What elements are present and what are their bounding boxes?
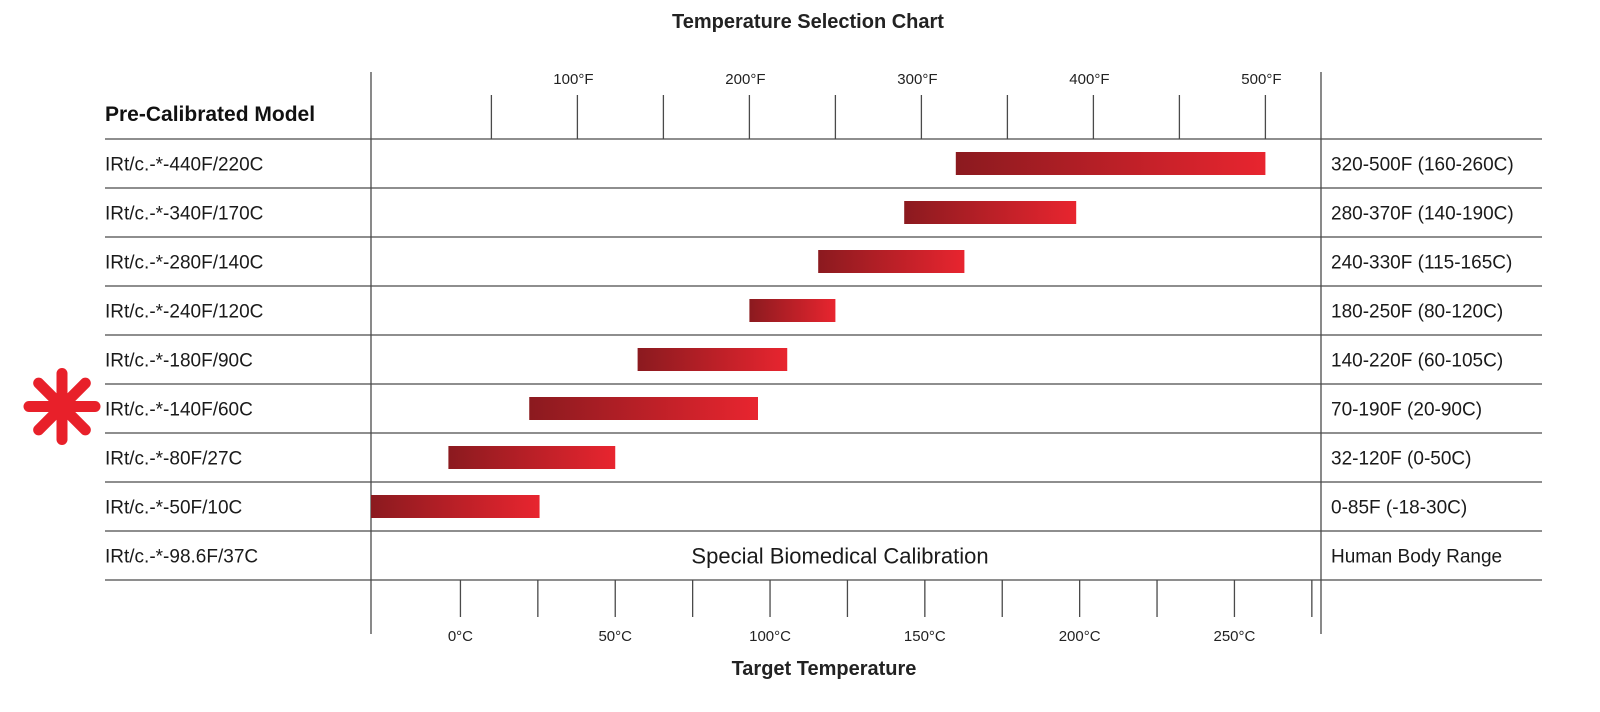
celsius-tick-label: 50°C [598, 628, 632, 645]
row-model-label: IRt/c.-*-180F/90C [105, 351, 253, 372]
range-bar [448, 446, 616, 469]
row-range-label: 240-330F (115-165C) [1331, 253, 1512, 274]
row-range-label: 140-220F (60-105C) [1331, 351, 1503, 372]
range-bar [529, 397, 758, 420]
table-row: IRt/c.-*-440F/220C 320-500F (160-260C) [105, 152, 1542, 189]
row-range-label: 180-250F (80-120C) [1331, 302, 1503, 323]
row-range-label: 70-190F (20-90C) [1331, 400, 1482, 421]
range-bar [955, 152, 1266, 175]
celsius-tick-label: 100°C [749, 628, 791, 645]
asterisk-stroke [33, 377, 91, 436]
row-model-label: IRt/c.-*-50F/10C [105, 498, 242, 519]
fahrenheit-axis: 100°F 200°F 300°F 400°F 500°F [105, 71, 1542, 140]
table-row: IRt/c.-*-340F/170C 280-370F (140-190C) [105, 201, 1542, 238]
x-axis-label: Target Temperature [732, 658, 917, 680]
table-row: IRt/c.-*-140F/60C 70-190F (20-90C) [105, 397, 1542, 434]
table-row: IRt/c.-*-80F/27C 32-120F (0-50C) [105, 446, 1542, 483]
fahrenheit-tick-label: 300°F [897, 71, 937, 88]
fahrenheit-tick-label: 500°F [1241, 71, 1281, 88]
model-rows: IRt/c.-*-440F/220C 320-500F (160-260C)IRt… [105, 152, 1542, 581]
highlight-asterisk-icon [23, 368, 101, 445]
fahrenheit-tick-label: 400°F [1069, 71, 1109, 88]
chart-title: Temperature Selection Chart [672, 11, 944, 33]
table-row: IRt/c.-*-180F/90C 140-220F (60-105C) [105, 348, 1542, 385]
fahrenheit-tick-label: 200°F [725, 71, 765, 88]
table-row: IRt/c.-*-280F/140C 240-330F (115-165C) [105, 250, 1542, 287]
table-row: IRt/c.-*-50F/10C 0-85F (-18-30C) [105, 495, 1542, 532]
range-bar [371, 495, 540, 518]
row-model-label: IRt/c.-*-240F/120C [105, 302, 263, 323]
range-bar [818, 250, 965, 273]
fahrenheit-tick-label: 100°F [553, 71, 593, 88]
row-model-label: IRt/c.-*-280F/140C [105, 253, 263, 274]
range-bar [749, 299, 836, 322]
celsius-axis: 0°C 50°C 100°C 150°C 200°C 250°C [448, 580, 1313, 645]
celsius-tick-label: 0°C [448, 628, 473, 645]
row-model-label: IRt/c.-*-440F/220C [105, 155, 263, 176]
row-range-label: 280-370F (140-190C) [1331, 204, 1514, 225]
model-column-header: Pre-Calibrated Model [105, 103, 315, 126]
row-range-label: 32-120F (0-50C) [1331, 449, 1471, 470]
range-bar [904, 201, 1077, 224]
row-model-label: IRt/c.-*-140F/60C [105, 400, 253, 421]
row-model-label: IRt/c.-*-80F/27C [105, 449, 242, 470]
table-frame [370, 72, 1322, 634]
row-range-label: 320-500F (160-260C) [1331, 155, 1514, 176]
row-range-label: Human Body Range [1331, 547, 1502, 568]
range-bar [637, 348, 788, 371]
row-model-label: IRt/c.-*-98.6F/37C [105, 547, 258, 568]
table-row: IRt/c.-*-98.6F/37C Human Body Range Specia… [105, 544, 1542, 581]
row-model-label: IRt/c.-*-340F/170C [105, 204, 263, 225]
celsius-tick-label: 250°C [1214, 628, 1256, 645]
celsius-tick-label: 200°C [1059, 628, 1101, 645]
row-range-label: 0-85F (-18-30C) [1331, 498, 1467, 519]
celsius-tick-label: 150°C [904, 628, 946, 645]
table-row: IRt/c.-*-240F/120C 180-250F (80-120C) [105, 299, 1542, 336]
special-calibration-label: Special Biomedical Calibration [691, 544, 988, 569]
